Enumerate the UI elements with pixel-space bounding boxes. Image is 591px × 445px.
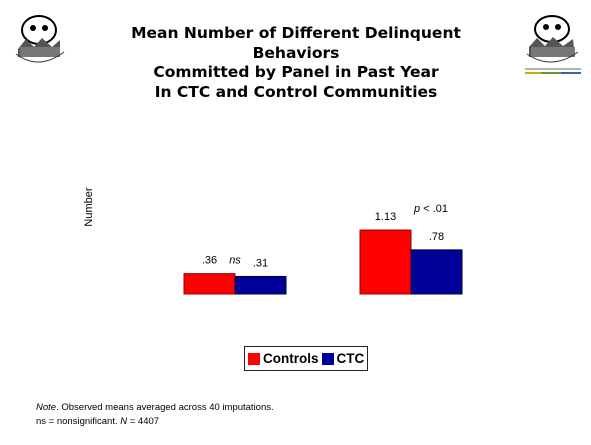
legend-label-ctc: CTC [336, 351, 365, 366]
data-label-ctc-2: .78 [429, 231, 444, 243]
n-label: N [120, 416, 128, 427]
data-label-controls-1: .36 [202, 255, 217, 267]
bar-controls-2 [359, 229, 412, 295]
footnote-line-1: Note. Observed means averaged across 40 … [36, 401, 274, 415]
legend-swatch-controls [248, 352, 260, 365]
note-label: Note [36, 402, 57, 413]
significance-label-2: p < .01 [413, 203, 448, 215]
legend-item-ctc: CTC [321, 351, 365, 366]
n-value: = 4407 [127, 416, 160, 427]
chart-legend: Controls CTC [244, 346, 369, 371]
footnote-line-2: ns = nonsignificant. N = 4407 [36, 415, 274, 429]
ns-definition: ns = nonsignificant. [36, 416, 121, 427]
title-line-2: Behaviors [252, 43, 340, 62]
chart-title: Mean Number of Different Delinquent Beha… [100, 24, 492, 102]
legend-swatch-ctc [321, 352, 334, 365]
significance-label-1: ns [229, 255, 241, 267]
title-line-1: Mean Number of Different Delinquent [131, 24, 461, 42]
title-line-3: Committed by Panel in Past Year [153, 63, 439, 81]
cyds-logo-left [8, 9, 70, 73]
bar-ctc-2 [410, 249, 463, 295]
bar-controls-1 [183, 273, 236, 295]
legend-label-controls: Controls [263, 351, 319, 366]
data-label-ctc-1: .31 [253, 257, 268, 269]
legend-item-controls: Controls [248, 351, 319, 366]
cyds-logo-right [521, 11, 583, 75]
note-text: . Observed means averaged across 40 impu… [56, 402, 274, 413]
data-label-controls-2: 1.13 [375, 211, 396, 223]
title-line-4: In CTC and Control Communities [154, 82, 438, 101]
bar-ctc-1 [234, 275, 287, 295]
footnote: Note. Observed means averaged across 40 … [36, 401, 274, 429]
